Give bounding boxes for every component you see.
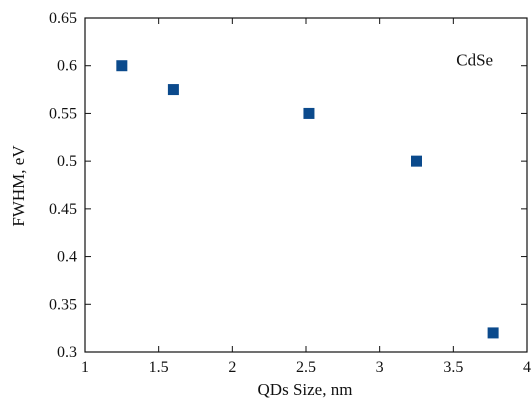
y-tick-label: 0.6 [57,58,77,75]
x-tick-label: 2 [228,359,236,376]
y-tick-label: 0.45 [49,201,77,218]
y-tick-label: 0.4 [57,249,77,266]
x-tick-label: 3 [376,359,384,376]
data-point [303,107,315,119]
y-tick-label: 0.55 [49,105,77,122]
data-point [116,60,128,72]
y-tick-label: 0.5 [57,153,77,170]
x-tick-label: 1.5 [149,359,169,376]
y-tick-label: 0.65 [49,10,77,27]
y-axis-ticks: 0.3 0.35 0.4 0.45 0.5 0.55 0.6 0.65 [49,10,527,361]
data-point [167,84,179,96]
x-axis-ticks: 1 1.5 2 2.5 3 3.5 4 [81,18,531,376]
x-axis-title: QDs Size, nm [258,380,353,399]
data-points [116,60,499,339]
data-point [411,155,422,167]
x-tick-label: 2.5 [296,359,316,376]
annotation-label: CdSe [456,51,493,70]
y-tick-label: 0.3 [57,344,77,361]
annotations: CdSe [456,51,493,70]
x-tick-label: 4 [523,359,531,376]
x-tick-label: 3.5 [443,359,463,376]
x-tick-label: 1 [81,359,89,376]
y-axis-title: FWHM, eV [9,145,28,227]
y-tick-label: 0.35 [49,296,77,313]
data-point [487,327,499,339]
